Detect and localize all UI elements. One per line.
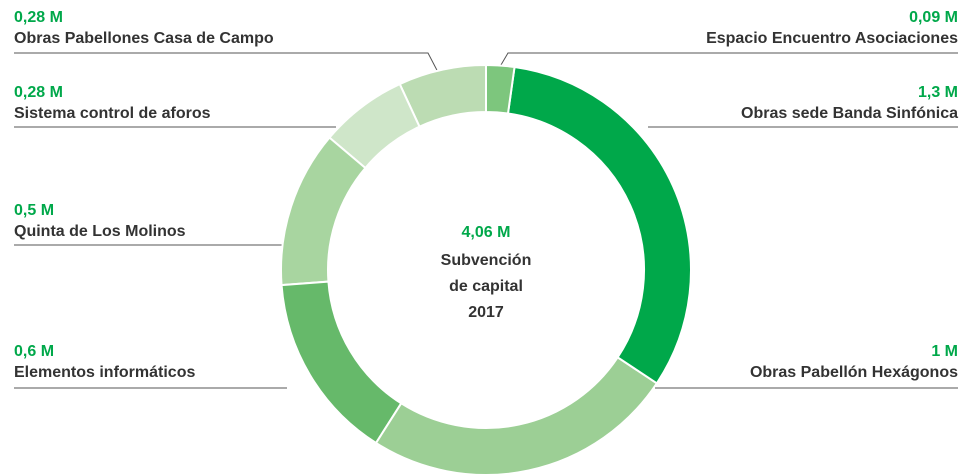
category-label: Obras sede Banda Sinfónica: [741, 105, 958, 122]
category-label: Elementos informáticos: [14, 364, 195, 381]
donut-segment: [280, 280, 403, 445]
category-label: Quinta de Los Molinos: [14, 223, 186, 240]
category-label: Obras Pabellones Casa de Campo: [14, 30, 274, 47]
leader-line: [497, 52, 958, 71]
value-label: 1 M: [931, 343, 958, 360]
value-label: 0,6 M: [14, 343, 54, 360]
value-label: 0,28 M: [14, 9, 63, 26]
center-text: 2017: [468, 304, 504, 321]
category-label: Obras Pabellón Hexágonos: [750, 364, 958, 381]
center-text: Subvención: [441, 252, 532, 269]
value-label: 0,5 M: [14, 202, 54, 219]
category-label: Sistema control de aforos: [14, 105, 211, 122]
donut-segment: [485, 63, 516, 115]
value-label: 0,09 M: [909, 9, 958, 26]
leader-line: [14, 52, 441, 77]
donut-segment: [280, 136, 367, 287]
category-label: Espacio Encuentro Asociaciones: [706, 30, 958, 47]
center-value: 4,06 M: [462, 224, 511, 241]
donut-segment: [506, 65, 692, 385]
donut-segment: [328, 82, 421, 170]
value-label: 1,3 M: [918, 84, 958, 101]
donut-segment: [374, 355, 659, 475]
center-text: de capital: [449, 278, 523, 295]
value-label: 0,28 M: [14, 84, 63, 101]
